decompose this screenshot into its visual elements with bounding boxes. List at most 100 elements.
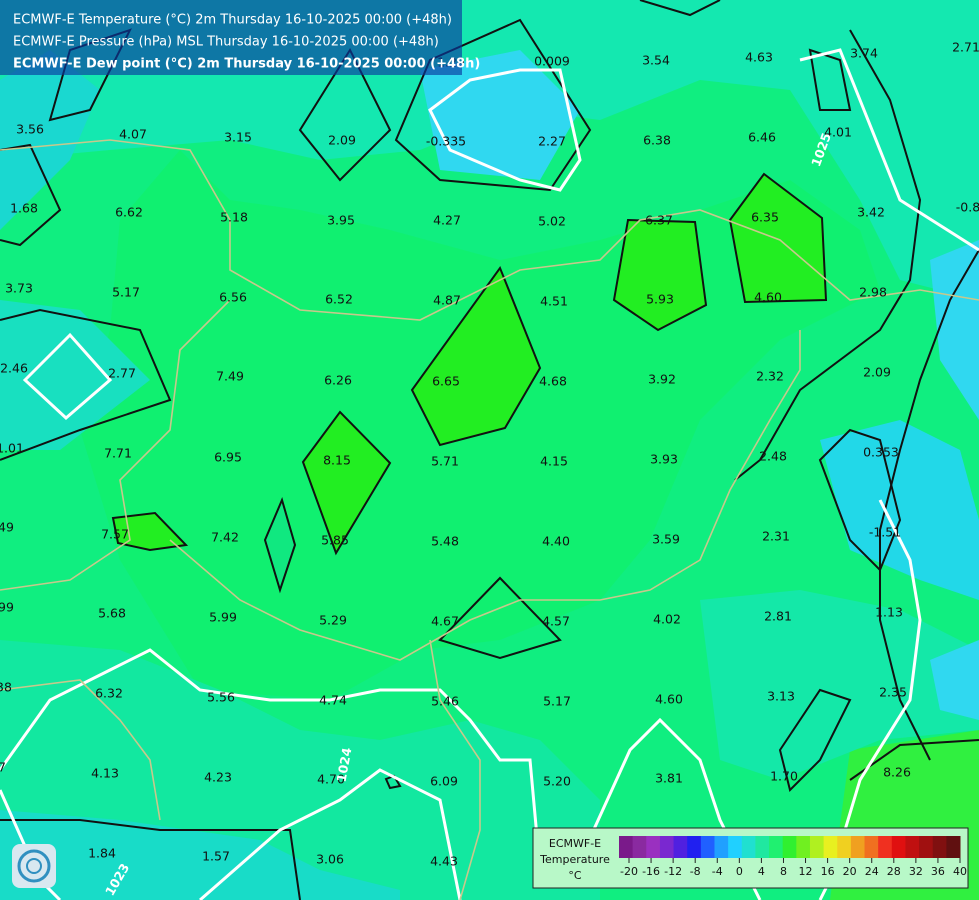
map-value: 6.65 bbox=[432, 374, 460, 389]
map-value: 6.09 bbox=[430, 774, 458, 789]
legend-title: ECMWF-E bbox=[549, 837, 601, 850]
map-value: 3.92 bbox=[648, 372, 676, 387]
legend-colorbar: -20 -16 -12 -8 -4 0 4 8 12 16 20 24 28 32 36 40 bbox=[619, 836, 967, 878]
legend-swatch bbox=[850, 836, 866, 858]
map-value: 6.95 bbox=[214, 450, 242, 465]
map-value: 4.07 bbox=[119, 127, 147, 142]
legend-swatch bbox=[741, 836, 756, 858]
legend-swatch bbox=[619, 836, 634, 858]
map-value: 3.15 bbox=[224, 130, 252, 145]
map-value: 7.57 bbox=[101, 527, 129, 542]
legend-swatch bbox=[700, 836, 715, 858]
map-value: 6.38 bbox=[643, 133, 671, 148]
legend-swatch bbox=[946, 836, 961, 858]
map-value: 5.18 bbox=[220, 210, 248, 225]
map-value: 1.57 bbox=[202, 849, 230, 864]
legend-swatch bbox=[728, 836, 743, 858]
map-value: -0.335 bbox=[426, 134, 466, 149]
header-line: ECMWF-E Pressure (hPa) MSL Thursday 16-1… bbox=[13, 35, 439, 50]
map-value: 1.68 bbox=[10, 201, 38, 216]
header-box bbox=[0, 0, 462, 75]
legend-tick-label: 28 bbox=[887, 865, 901, 878]
legend-tick-label: -4 bbox=[712, 865, 723, 878]
map-value: 5.29 bbox=[319, 613, 347, 628]
legend-swatch bbox=[782, 836, 797, 858]
map-values: 1.290.0093.544.633.742.713.564.073.152.0… bbox=[0, 40, 979, 869]
map-value: 6.62 bbox=[115, 205, 143, 220]
map-value: 5.99 bbox=[209, 610, 237, 625]
map-value: 2.77 bbox=[108, 366, 136, 381]
legend-swatch bbox=[809, 836, 825, 858]
borders bbox=[0, 139, 979, 900]
legend-swatch bbox=[687, 836, 702, 858]
map-value: 4.57 bbox=[542, 614, 570, 629]
map-value: 2.71 bbox=[952, 40, 979, 55]
map-value: 4.74 bbox=[319, 693, 347, 708]
map-value: 8.26 bbox=[883, 765, 911, 780]
legend-tick-label: -16 bbox=[642, 865, 660, 878]
map-value: 6.52 bbox=[325, 292, 353, 307]
map-value: 8.15 bbox=[323, 453, 351, 468]
map-value: 1.01 bbox=[0, 441, 24, 456]
map-value: 6.56 bbox=[219, 290, 247, 305]
map-value: 38 bbox=[0, 680, 12, 695]
map-value: 0.009 bbox=[534, 54, 570, 69]
legend-tick-label: 20 bbox=[843, 865, 857, 878]
map-value: 2.27 bbox=[538, 134, 566, 149]
map-value: 5.46 bbox=[431, 694, 459, 709]
map-value: 2.09 bbox=[863, 365, 891, 380]
legend-swatch bbox=[878, 836, 893, 858]
map-value: 4.23 bbox=[204, 770, 232, 785]
map-value: 4.67 bbox=[431, 614, 459, 629]
map-value: 4.68 bbox=[539, 374, 567, 389]
map-value: 1.13 bbox=[875, 605, 903, 620]
map-value: 2.98 bbox=[859, 285, 887, 300]
map-value: 6.35 bbox=[751, 210, 779, 225]
map-value: -0.8 bbox=[956, 200, 979, 215]
map-value: -1.51 bbox=[869, 525, 901, 540]
map-value: 6.37 bbox=[645, 213, 673, 228]
map-value: 7.49 bbox=[216, 369, 244, 384]
map-value: 1.70 bbox=[770, 769, 798, 784]
map-value: 5.68 bbox=[98, 606, 126, 621]
legend-tick-label: -8 bbox=[690, 865, 701, 878]
map-value: 2.35 bbox=[879, 685, 907, 700]
map-value: 1.84 bbox=[88, 846, 116, 861]
map-value: 0.353 bbox=[863, 445, 899, 460]
map-value: 5.17 bbox=[543, 694, 571, 709]
map-value: 3.73 bbox=[5, 281, 33, 296]
legend-tick-label: 40 bbox=[953, 865, 967, 878]
map-value: 5.17 bbox=[112, 285, 140, 300]
legend-swatch bbox=[659, 836, 675, 858]
legend-swatch bbox=[632, 836, 647, 858]
map-value: 4.27 bbox=[433, 213, 461, 228]
legend-swatch bbox=[864, 836, 879, 858]
map-value: 4.13 bbox=[91, 766, 119, 781]
legend-tick-label: 8 bbox=[780, 865, 787, 878]
legend-swatch bbox=[891, 836, 906, 858]
legend-swatch bbox=[714, 836, 729, 858]
map-value: 5.56 bbox=[207, 690, 235, 705]
map-value: 2.09 bbox=[328, 133, 356, 148]
legend-swatch bbox=[837, 836, 852, 858]
legend-swatch bbox=[905, 836, 920, 858]
map-value: 4.43 bbox=[430, 854, 458, 869]
map-value: 4.02 bbox=[653, 612, 681, 627]
map-value: 3.81 bbox=[655, 771, 683, 786]
legend-tick-label: 0 bbox=[736, 865, 743, 878]
legend-tick-label: -20 bbox=[620, 865, 638, 878]
map-value: 3.13 bbox=[767, 689, 795, 704]
map-value: 5.20 bbox=[543, 774, 571, 789]
legend-swatch bbox=[769, 836, 784, 858]
contours bbox=[111, 172, 828, 594]
legend-swatch bbox=[673, 836, 688, 858]
legend-tick-label: 16 bbox=[821, 865, 835, 878]
map-value: 3.95 bbox=[327, 213, 355, 228]
legend-tick-label: 12 bbox=[799, 865, 813, 878]
map-value: 3.93 bbox=[650, 452, 678, 467]
header-line: ECMWF-E Dew point (°C) 2m Thursday 16-10… bbox=[13, 57, 480, 72]
map-value: 3.59 bbox=[652, 532, 680, 547]
map-value: 2.32 bbox=[756, 369, 784, 384]
